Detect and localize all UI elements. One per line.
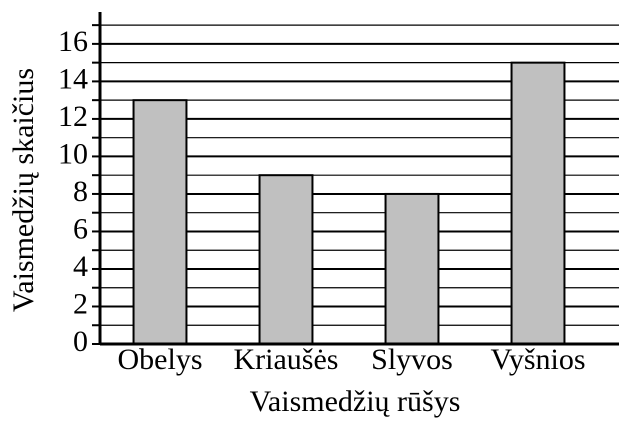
x-tick-label: Slyvos <box>371 343 453 376</box>
y-tick-label: 14 <box>58 62 88 95</box>
y-tick-label: 10 <box>58 137 88 170</box>
y-tick-label: 6 <box>73 212 88 245</box>
x-tick-label: Kriaušės <box>234 343 339 376</box>
x-tick-label: Obelys <box>118 343 203 376</box>
y-tick-label: 4 <box>73 250 88 283</box>
y-tick-label: 8 <box>73 175 88 208</box>
x-axis-label: Vaismedžių rūšys <box>250 385 461 418</box>
y-tick-label: 16 <box>58 25 88 58</box>
bar <box>258 174 314 345</box>
y-tick-label: 0 <box>73 325 88 358</box>
bar <box>132 99 188 346</box>
y-tick-label: 2 <box>73 287 88 320</box>
x-tick-label: Vyšnios <box>490 343 585 376</box>
bar <box>510 61 566 345</box>
y-axis-label: Vaismedžių skaičius <box>7 68 40 312</box>
bar <box>384 192 440 345</box>
y-tick-label: 12 <box>58 100 88 133</box>
